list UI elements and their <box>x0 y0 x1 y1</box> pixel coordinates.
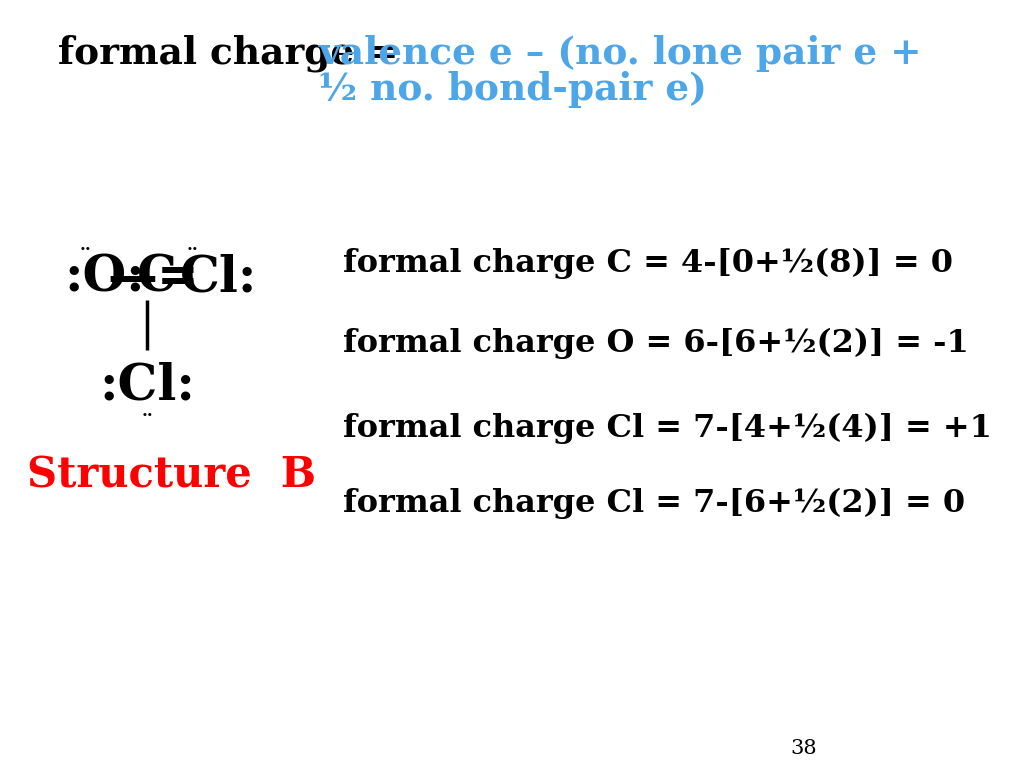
Text: ··: ·· <box>141 406 154 423</box>
Text: 38: 38 <box>791 739 817 757</box>
Text: —: — <box>108 253 158 303</box>
Text: formal charge Cl = 7-[4+½(4)] = +1: formal charge Cl = 7-[4+½(4)] = +1 <box>343 412 992 444</box>
Text: Structure  B: Structure B <box>27 454 315 496</box>
Text: formal charge =: formal charge = <box>58 35 412 71</box>
Text: formal charge O = 6-[6+½(2)] = -1: formal charge O = 6-[6+½(2)] = -1 <box>343 327 969 359</box>
Text: ··: ·· <box>79 240 91 257</box>
Text: ½ no. bond-pair e): ½ no. bond-pair e) <box>318 71 708 108</box>
Text: C: C <box>137 253 177 303</box>
Text: =: = <box>157 253 199 303</box>
Text: formal charge Cl = 7-[6+½(2)] = 0: formal charge Cl = 7-[6+½(2)] = 0 <box>343 488 966 518</box>
Text: Cl:: Cl: <box>180 253 258 303</box>
Text: :Cl:: :Cl: <box>99 362 196 411</box>
Text: ··: ·· <box>186 240 199 257</box>
Text: formal charge C = 4-[0+½(8)] = 0: formal charge C = 4-[0+½(8)] = 0 <box>343 247 953 279</box>
Text: :O:: :O: <box>65 253 145 303</box>
Text: valence e – (no. lone pair e +: valence e – (no. lone pair e + <box>318 35 922 71</box>
